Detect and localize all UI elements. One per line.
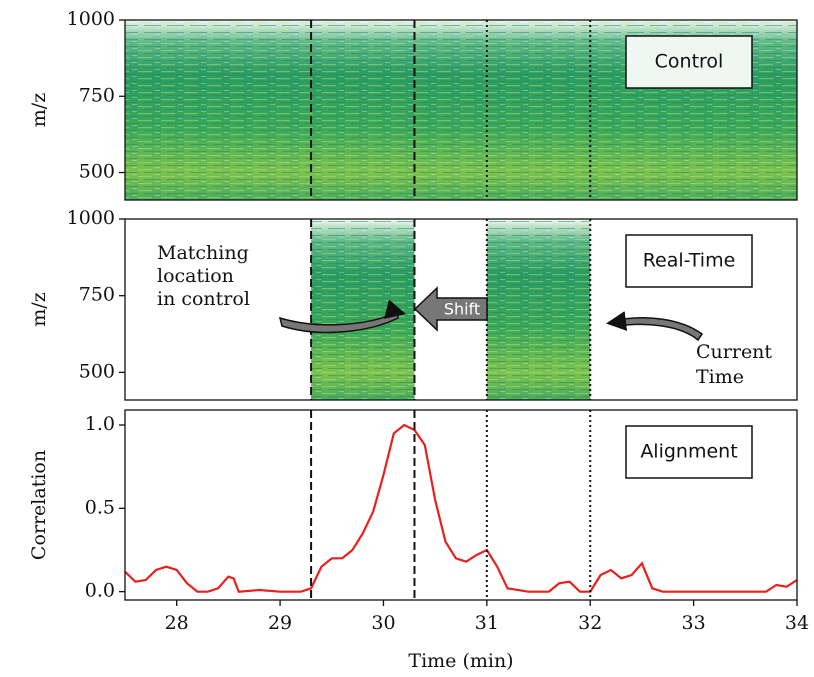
y-tick-label: 0.5 [85,496,115,518]
x-tick-label: 31 [475,612,499,634]
axes-frame [124,218,798,401]
x-tick-label: 34 [785,612,809,634]
annotations: Matching location in control Shift Curre… [157,242,772,388]
shift-arrow [413,286,488,332]
arrow-head [384,299,406,319]
annotation: Current [696,341,772,363]
annotation: in control [157,288,250,310]
annotation: Shift [444,300,480,319]
arrow-head [606,311,628,331]
panel-label-box [625,35,753,89]
y-tick-label: 1000 [67,207,115,229]
axes-frame [124,409,798,601]
x-tick-label: 33 [682,612,706,634]
x-tick-label: 30 [371,612,395,634]
y-tick-label: 1000 [67,8,115,30]
panel-label: Control [655,51,724,73]
curved-arrow [617,317,704,342]
heatmap-region [486,219,591,400]
panels: 500 750 1000 m/z Control 500 750 1000 m/z Real-Ti… [28,8,809,672]
y-tick-label: 1.0 [85,413,115,435]
x-axis-label: Time (min) [408,650,513,672]
panel-label-box [625,425,753,479]
y-tick-label: 500 [79,161,115,183]
annotation-arrows [278,286,704,342]
axes-frame [124,19,798,201]
annotation: location [157,265,234,287]
y-axis-label: m/z [28,292,50,326]
y-axis-label: m/z [28,93,50,127]
y-tick-label: 500 [79,360,115,382]
heatmap-texture [311,219,415,400]
annotation: Matching [157,242,249,264]
y-tick-label: 750 [79,284,115,306]
y-axis-label: Correlation [28,450,50,560]
line [124,423,798,593]
x-tick-label: 32 [578,612,602,634]
panel-label: Alignment [640,441,737,463]
y-tick-label: 750 [79,84,115,106]
annotation: Time [696,366,744,388]
heatmap-region [311,219,415,400]
x-tick-label: 28 [165,612,189,634]
heatmap-texture [486,219,591,400]
y-tick-label: 0.0 [85,580,115,602]
panel-label-box [625,234,753,288]
panel-label: Real-Time [643,250,736,272]
x-tick-label: 29 [268,612,292,634]
